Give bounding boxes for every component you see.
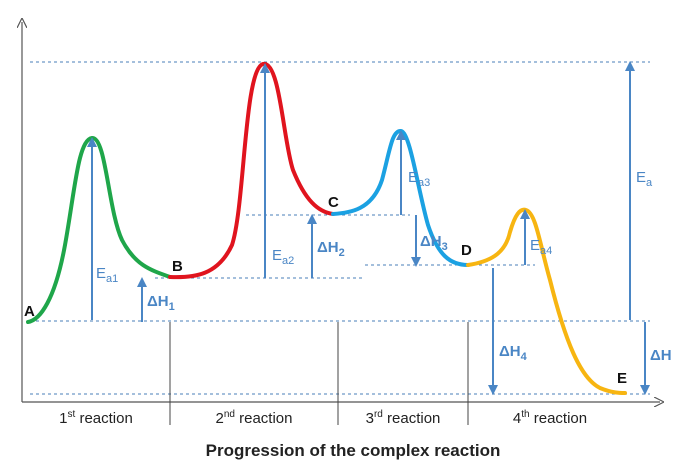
label-ea2: Ea2 [272,247,294,267]
label-dh: ΔH [650,347,672,364]
segment-label-4: 4th reaction [513,409,587,427]
point-label-d: D [461,242,472,259]
arrows [87,61,650,395]
label-ea1: Ea1 [96,265,118,285]
segment-label-1: 1st reaction [59,409,133,427]
segment-label-2: 2nd reaction [215,409,292,427]
curve-reaction-2 [168,62,335,280]
label-ea: Ea [636,169,653,189]
point-label-b: B [172,258,183,275]
energy-level-lines [30,61,650,395]
segment-separators [169,322,469,425]
label-ea4: Ea4 [530,237,552,257]
x-axis-title: Progression of the complex reaction [206,441,501,460]
segment-label-3: 3rd reaction [366,409,441,427]
label-dh1: ΔH1 [147,293,175,313]
label-ea3: Ea3 [408,169,430,189]
curve-reaction-4 [466,207,627,395]
point-label-a: A [24,303,35,320]
label-dh4: ΔH4 [499,343,528,363]
point-label-e: E [617,370,627,387]
label-dh3: ΔH3 [420,233,448,253]
label-dh2: ΔH2 [317,239,345,259]
point-label-c: C [328,194,339,211]
